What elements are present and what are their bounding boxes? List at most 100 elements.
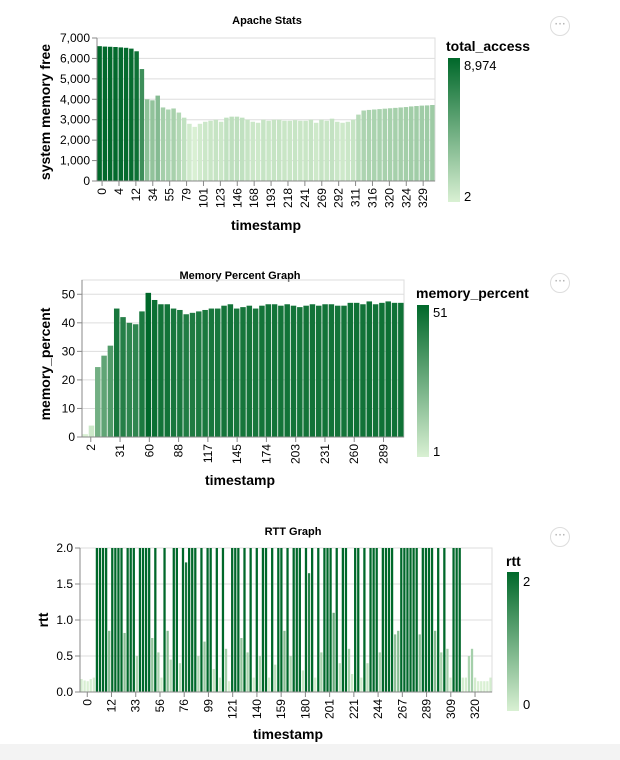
bar [187, 124, 191, 181]
x-axis-title: timestamp [253, 726, 323, 742]
y-tick-label: 2.0 [56, 541, 73, 555]
bar [430, 105, 434, 181]
bar [219, 678, 221, 692]
bar [388, 108, 392, 181]
bar [245, 120, 249, 181]
bar [288, 121, 292, 181]
bar [431, 548, 433, 692]
y-axis-title: memory_percent [37, 307, 53, 420]
bar [209, 309, 215, 437]
bar [320, 652, 322, 692]
bar [336, 548, 338, 692]
bar [272, 120, 276, 181]
x-tick-label: 180 [298, 699, 312, 719]
bar [182, 548, 184, 692]
bar [127, 548, 129, 692]
bar [297, 307, 303, 437]
bar [197, 656, 199, 692]
legend-gradient [417, 305, 429, 457]
bar [95, 367, 101, 437]
bar [182, 118, 186, 181]
bar [160, 678, 162, 692]
more-horizontal-icon: ··· [554, 17, 565, 31]
bar [291, 306, 297, 437]
chart-actions-button[interactable]: ··· [550, 527, 570, 547]
bar [114, 548, 116, 692]
x-tick-label: 117 [201, 444, 215, 463]
bar [367, 301, 373, 437]
chart-title: Apache Stats [232, 15, 302, 27]
bar [329, 304, 335, 437]
x-tick-label: 218 [281, 188, 295, 208]
legend-max-label: 2 [523, 574, 530, 589]
bar [369, 548, 371, 692]
bar [314, 678, 316, 692]
bar [210, 548, 212, 692]
bar [152, 300, 158, 437]
bar [271, 548, 273, 692]
x-tick-label: 289 [377, 444, 391, 464]
bar [398, 303, 404, 437]
bar [213, 669, 215, 692]
x-tick-label: 174 [259, 444, 273, 464]
bar [120, 317, 126, 437]
x-tick-label: 244 [371, 699, 385, 719]
bar [134, 51, 138, 181]
bar [420, 106, 424, 181]
bar [105, 548, 107, 692]
bar [428, 548, 430, 692]
y-tick-label: 6,000 [60, 51, 90, 65]
bar [425, 548, 427, 692]
bar [266, 121, 270, 181]
bar [289, 656, 291, 692]
bar [284, 304, 290, 437]
bar [329, 548, 331, 692]
bar [191, 548, 193, 692]
bar [388, 548, 390, 692]
bar [97, 46, 101, 181]
bar [483, 681, 485, 692]
x-tick-label: 55 [163, 188, 177, 202]
bar [83, 680, 85, 692]
bar [379, 303, 385, 437]
chart-actions-button[interactable]: ··· [550, 273, 570, 293]
bar [120, 548, 122, 692]
bar [240, 638, 242, 692]
bar [157, 652, 159, 692]
bar [277, 120, 281, 181]
bar [335, 306, 341, 437]
bar [348, 303, 354, 437]
bar [446, 649, 448, 692]
y-tick-label: 7,000 [60, 31, 90, 45]
horizontal-scrollbar[interactable] [0, 744, 620, 760]
bar [170, 660, 172, 692]
bar [440, 652, 442, 692]
bar [356, 115, 360, 181]
bar [317, 548, 319, 692]
bar [124, 48, 128, 181]
bar [240, 307, 246, 437]
x-tick-label: 79 [180, 188, 194, 202]
bar [385, 548, 387, 692]
bar [341, 306, 347, 437]
bar [113, 47, 117, 181]
bar [190, 313, 196, 437]
bar [87, 681, 89, 692]
bar [234, 309, 240, 437]
x-tick-label: 203 [289, 444, 303, 464]
y-tick-label: 1.5 [56, 577, 73, 591]
x-tick-label: 159 [274, 699, 288, 719]
bar [136, 656, 138, 692]
chart-actions-button[interactable]: ··· [550, 16, 570, 36]
bar [229, 117, 233, 181]
x-tick-label: 193 [264, 188, 278, 208]
bar [145, 99, 149, 181]
y-tick-label: 3,000 [60, 113, 90, 127]
bar [253, 678, 255, 692]
x-tick-label: 121 [226, 699, 240, 719]
bar [345, 548, 347, 692]
x-tick-label: 2 [84, 444, 98, 451]
bar [416, 548, 418, 692]
bar [404, 107, 408, 181]
bar [346, 122, 350, 181]
